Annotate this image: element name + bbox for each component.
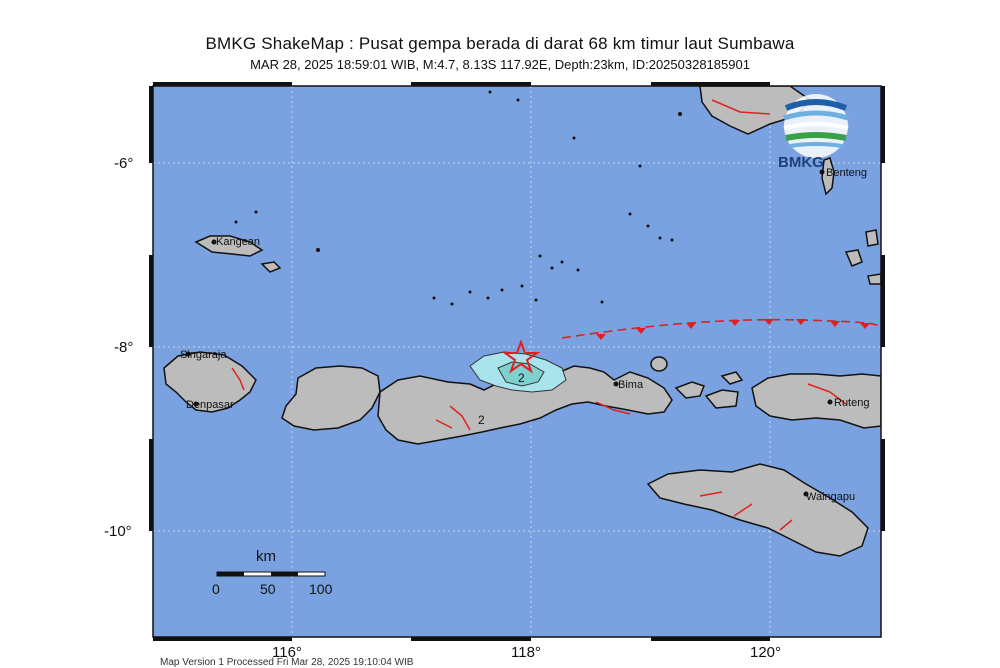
- map-title: BMKG ShakeMap : Pusat gempa berada di da…: [205, 34, 795, 53]
- place-label-ruteng: Ruteng: [834, 397, 869, 409]
- fault-lines: [231, 99, 847, 531]
- komodo-islands: [674, 371, 744, 409]
- lat-label: -6°: [114, 155, 134, 172]
- lon-label: 116°: [272, 644, 302, 661]
- map-border-bars: [149, 82, 885, 641]
- place-markers: [185, 169, 833, 497]
- place-labels: Kangean Singaraja Denpasar Bima Ruteng W…: [180, 167, 869, 503]
- thrust-teeth: [596, 319, 870, 340]
- selayar-island: [821, 157, 835, 196]
- map-footer: Map Version 1 Processed Fri Mar 28, 2025…: [160, 657, 414, 668]
- lon-label: 120°: [750, 644, 782, 661]
- place-label-bima: Bima: [618, 379, 644, 391]
- scale-bar: km 0 50 100: [212, 548, 333, 597]
- place-label-denpasar: Denpasar: [186, 399, 234, 411]
- sangeang-island: [650, 356, 668, 372]
- epicenter-star: [501, 339, 541, 374]
- scale-tick-50: 50: [260, 581, 276, 597]
- intensity-label: 2: [518, 371, 525, 385]
- bmkg-logo-text: BMKG: [778, 154, 824, 171]
- map-subtitle: MAR 28, 2025 18:59:01 WIB, M:4.7, 8.13S …: [250, 57, 750, 72]
- sulawesi-tip: [699, 86, 812, 135]
- lat-label: -10°: [104, 523, 132, 540]
- place-label-kangean: Kangean: [216, 236, 260, 248]
- kangean-islet: [260, 261, 282, 273]
- bali-island: [163, 351, 257, 413]
- lat-label: -8°: [114, 339, 134, 356]
- place-label-singaraja: Singaraja: [180, 349, 227, 361]
- scale-tick-0: 0: [212, 581, 220, 597]
- sumba-island: [646, 463, 869, 557]
- flores-island: [751, 373, 881, 429]
- lombok-island: [281, 365, 381, 431]
- scale-tick-100: 100: [309, 581, 333, 597]
- small-islets: [234, 90, 682, 306]
- lon-label: 118°: [511, 644, 541, 661]
- east-islets: [844, 229, 881, 285]
- scale-unit: km: [256, 548, 276, 565]
- place-label-benteng: Benteng: [826, 167, 867, 179]
- bmkg-logo: BMKG: [778, 94, 849, 171]
- intensity-label: 2: [478, 413, 485, 427]
- map-grid: [153, 86, 881, 637]
- place-label-waingapu: Waingapu: [806, 491, 855, 503]
- flores-thrust-fault: [561, 318, 881, 339]
